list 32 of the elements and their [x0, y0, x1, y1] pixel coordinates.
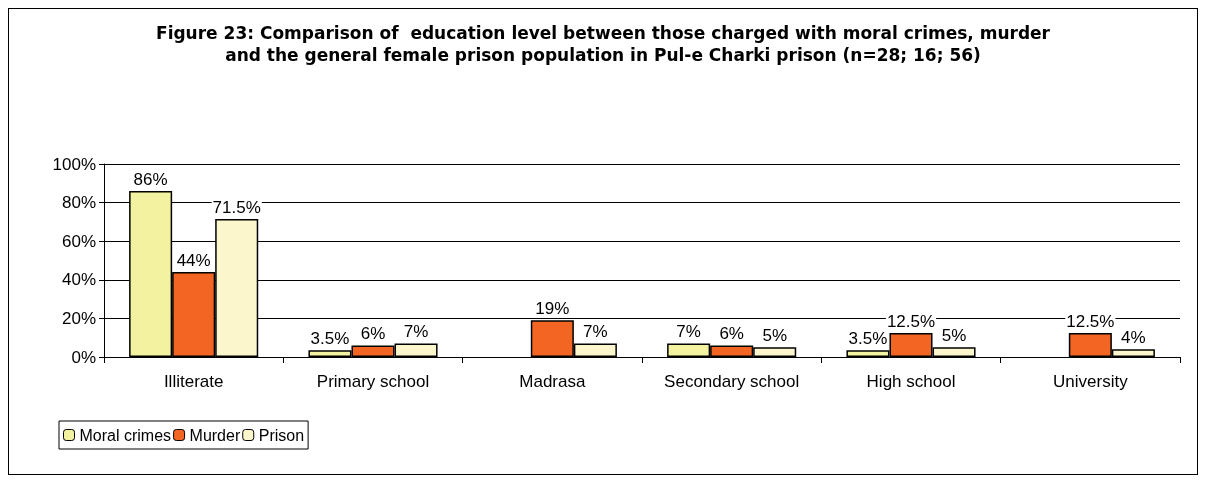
x-tick-label: High school	[866, 372, 956, 391]
x-tick-label: Madrasa	[519, 372, 586, 391]
data-label: 86%	[133, 170, 168, 190]
x-tick-label: Secondary school	[664, 372, 800, 391]
data-label: 5%	[762, 326, 787, 346]
legend-label: Prison	[258, 426, 305, 444]
legend-label: Murder	[189, 426, 241, 444]
y-tick-label: 20%	[61, 308, 96, 328]
data-label: 12.5%	[886, 311, 936, 331]
chart-title: Figure 23: Comparison of education level between those charged with moral crimes, murder and the general female prison population in Pul-e Charki prison (n=28; 16; 56)	[156, 23, 1051, 65]
y-tick-label: 0%	[71, 347, 96, 367]
x-tick-label: Primary school	[316, 372, 430, 391]
x-tick-label: University	[1053, 372, 1129, 391]
data-label: 6%	[360, 324, 386, 344]
data-label: 7%	[403, 322, 429, 342]
data-label: 7%	[583, 322, 608, 342]
x-tick-label: Illiterate	[163, 372, 224, 391]
data-label: 19%	[535, 299, 570, 319]
data-label: 44%	[176, 251, 211, 271]
data-label: 3.5%	[310, 329, 350, 349]
data-label: 5%	[941, 326, 967, 346]
y-tick-label: 80%	[61, 193, 96, 213]
data-label: 71.5%	[212, 198, 261, 218]
data-label: 3.5%	[848, 329, 888, 349]
data-label: 6%	[719, 324, 744, 344]
y-tick-label: 60%	[61, 231, 96, 251]
y-tick-label: 40%	[61, 270, 96, 290]
data-label: 7%	[676, 322, 701, 342]
data-label: 4%	[1121, 328, 1146, 348]
legend-label: Moral crimes	[79, 426, 172, 444]
y-tick-label: 100%	[52, 154, 96, 174]
data-label: 12.5%	[1066, 311, 1115, 331]
